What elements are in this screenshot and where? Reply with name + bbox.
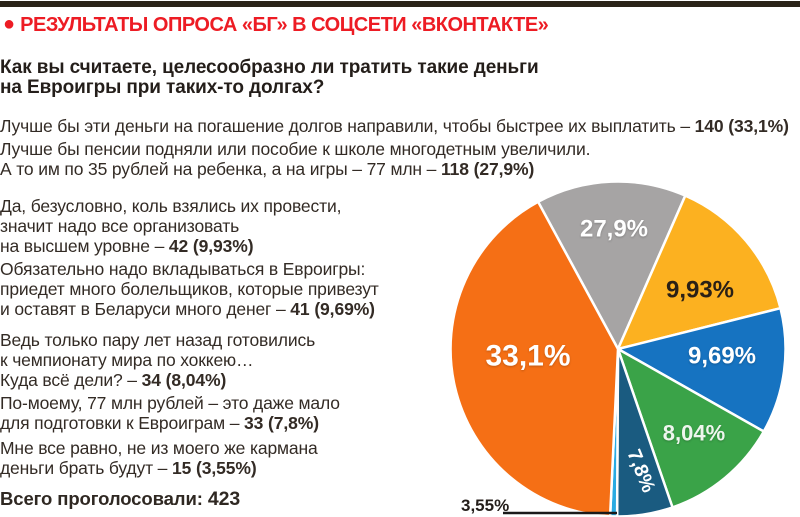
svg-text:33,1%: 33,1% bbox=[485, 340, 570, 373]
svg-text:9,93%: 9,93% bbox=[666, 277, 734, 304]
svg-text:27,9%: 27,9% bbox=[580, 216, 648, 243]
svg-text:8,04%: 8,04% bbox=[663, 421, 725, 446]
svg-text:3,55%: 3,55% bbox=[461, 496, 509, 515]
svg-text:9,69%: 9,69% bbox=[688, 343, 756, 370]
